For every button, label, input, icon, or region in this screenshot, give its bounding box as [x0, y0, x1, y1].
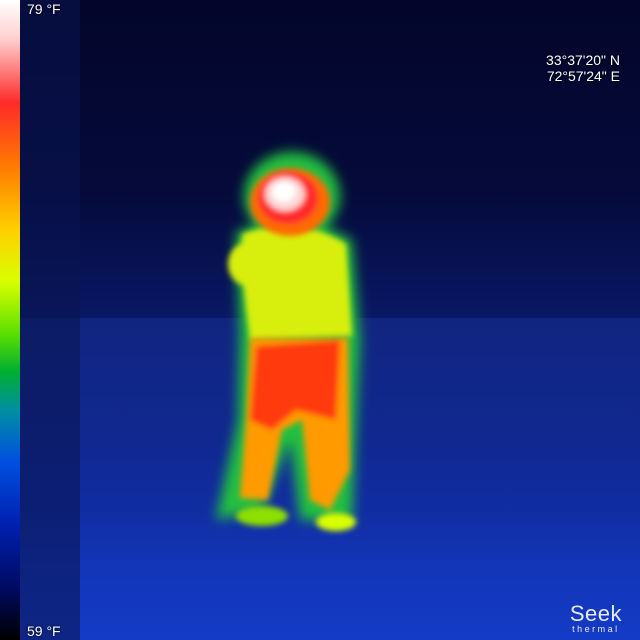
- brand-subtitle: thermal: [572, 624, 620, 634]
- wall-region: [20, 0, 80, 640]
- seek-thermal-logo: Seek thermal: [569, 601, 622, 635]
- longitude-label: 72°57'24" E: [546, 68, 620, 84]
- brand-name: Seek: [569, 601, 622, 626]
- temperature-scale-bar: [0, 0, 20, 640]
- latitude-label: 33°37'20" N: [546, 52, 620, 68]
- scale-min-label: 59 °F: [27, 623, 61, 639]
- scale-max-label: 79 °F: [27, 1, 61, 17]
- gps-coordinates: 33°37'20" N 72°57'24" E: [546, 52, 620, 84]
